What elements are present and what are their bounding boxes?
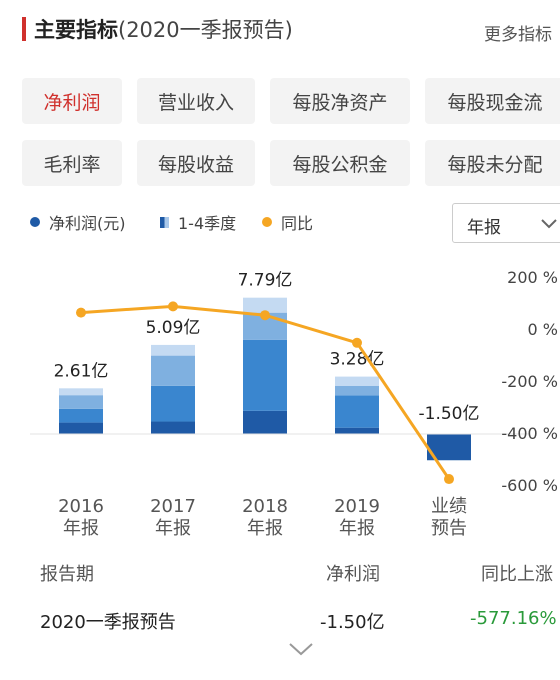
bar-segment-q1: [151, 421, 195, 434]
cell-net-profit: -1.50亿: [320, 612, 385, 633]
bar-segment-q4: [59, 388, 103, 396]
net-profit-chart: 2.61亿 5.09亿 7.79亿 3.28亿 -1.50亿 200 % 0 % -200 …: [30, 268, 558, 539]
legend-net-profit: 净利润(元): [30, 210, 126, 234]
header-net-profit: 净利润: [326, 564, 380, 585]
x-axis-label: 2018: [242, 496, 288, 517]
expand-chevron-icon[interactable]: [287, 640, 315, 658]
tab-eps[interactable]: 每股收益: [137, 140, 255, 186]
bar-segment-q3: [151, 355, 195, 386]
bar-group: [59, 297, 471, 461]
bar-segment-q2: [59, 408, 103, 423]
bar-label-group: 2.61亿 5.09亿 7.79亿 3.28亿 -1.50亿: [54, 271, 480, 424]
legend-yoy: 同比: [262, 210, 313, 234]
bar-segment-q2: [151, 385, 195, 422]
yoy-tick-label: 200 %: [507, 268, 558, 287]
bar-value-label: 3.28亿: [330, 350, 385, 370]
bar-value-label: 2.61亿: [54, 361, 109, 381]
period-select-value: 年报: [467, 218, 501, 238]
tab-net-asset-per-share[interactable]: 每股净资产: [270, 78, 410, 124]
yoy-point: [168, 301, 178, 312]
yoy-line-group: [76, 301, 454, 485]
x-axis-label: 年报: [247, 518, 283, 539]
bar-segment-q1: [59, 422, 103, 434]
x-axis-label: 2019: [334, 496, 380, 517]
bar-segment-q4: [243, 297, 287, 313]
legend-dot-icon: [262, 217, 272, 227]
bar-segment-q3: [335, 385, 379, 396]
x-axis-label: 预告: [431, 518, 467, 539]
legend-square-icon: [160, 216, 169, 228]
yoy-tick-label: -600 %: [501, 476, 558, 495]
bar-segment-q2: [243, 339, 287, 411]
legend-quarters: 1-4季度: [160, 210, 236, 234]
x-axis-label: 2017: [150, 496, 196, 517]
yoy-point: [444, 474, 454, 485]
legend-quarters-label: 1-4季度: [178, 214, 237, 233]
bar-segment-q2: [335, 395, 379, 428]
bar-segment-q4: [151, 344, 195, 356]
period-select[interactable]: 年报: [452, 203, 560, 243]
yoy-point: [352, 337, 362, 348]
cell-report-period: 2020一季报预告: [40, 612, 176, 633]
bar-segment-q3: [59, 395, 103, 409]
bar-value-label: 7.79亿: [238, 271, 293, 291]
yoy-point: [76, 307, 86, 318]
legend-net-profit-label: 净利润(元): [49, 214, 126, 233]
chevron-down-icon: [541, 219, 557, 229]
yoy-tick-label: 0 %: [528, 320, 558, 339]
tab-undistributed-per-share[interactable]: 每股未分配: [425, 140, 560, 186]
tab-reserve-per-share[interactable]: 每股公积金: [270, 140, 410, 186]
tab-net-profit[interactable]: 净利润: [22, 78, 122, 124]
header-yoy-change: 同比上涨: [481, 564, 553, 585]
section-title: 主要指标(2020一季报预告): [34, 18, 293, 42]
yoy-point: [260, 310, 270, 321]
header-report-period: 报告期: [40, 564, 94, 585]
yoy-tick-label: -400 %: [501, 424, 558, 443]
x-axis-label: 年报: [339, 518, 375, 539]
x-axis-label: 业绩: [431, 496, 467, 517]
bar-value-label: 5.09亿: [146, 318, 201, 338]
tab-revenue[interactable]: 营业收入: [137, 78, 255, 124]
x-axis-label: 年报: [155, 518, 191, 539]
x-axis-label: 年报: [63, 518, 99, 539]
bar-segment-q4: [335, 376, 379, 386]
bar-value-label: -1.50亿: [419, 404, 480, 424]
more-indicators-link[interactable]: 更多指标: [484, 25, 552, 45]
bar-segment-q1: [335, 427, 379, 434]
tab-gross-margin[interactable]: 毛利率: [22, 140, 122, 186]
legend-dot-icon: [30, 217, 40, 227]
x-axis-label: 2016: [58, 496, 104, 517]
tab-cashflow-per-share[interactable]: 每股现金流: [425, 78, 560, 124]
bar-segment-q1: [243, 410, 287, 434]
cell-yoy-change: -577.16%: [470, 608, 557, 629]
section-header: 主要指标(2020一季报预告) 更多指标: [0, 0, 560, 58]
header-accent-bar: [22, 17, 26, 41]
yoy-axis-ticks: 200 % 0 % -200 % -400 % -600 %: [501, 268, 558, 495]
legend-yoy-label: 同比: [281, 214, 314, 233]
yoy-tick-label: -200 %: [501, 372, 558, 391]
